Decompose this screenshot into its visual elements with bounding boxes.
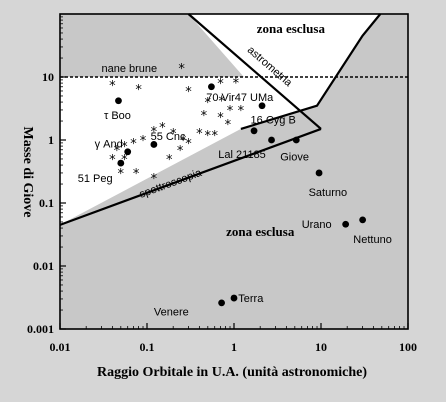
planet-marker-5 xyxy=(117,159,125,167)
planet-label-1: 70 Vir xyxy=(206,92,235,104)
planet-marker-3 xyxy=(150,141,158,148)
y-tick-label-4: 10 xyxy=(42,70,54,84)
planet-marker-2 xyxy=(258,102,266,110)
star-marker-1: * xyxy=(109,79,116,94)
planet-label-2: 47 UMa xyxy=(235,92,274,104)
star-marker-14: * xyxy=(170,127,177,142)
planet-label-3: 55 Cnc xyxy=(151,131,186,143)
star-marker-2: * xyxy=(135,83,142,98)
star-marker-12: * xyxy=(151,125,158,140)
star-marker-30: * xyxy=(225,118,232,133)
star-marker-0: * xyxy=(178,62,185,77)
y-tick-label-1: 0.01 xyxy=(33,259,54,273)
star-marker-10: * xyxy=(217,111,224,126)
star-marker-26: * xyxy=(151,172,158,187)
planet-label-13: Venere xyxy=(154,306,189,318)
planet-label-5: 51 Peg xyxy=(78,173,113,185)
star-marker-23: * xyxy=(121,153,128,168)
star-marker-31: * xyxy=(118,167,125,182)
x-axis-title: Raggio Orbitale in U.A. (unità astronomi… xyxy=(97,365,367,380)
planet-label-6: 16 Cyg B xyxy=(251,115,296,127)
x-tick-label-0: 0.01 xyxy=(50,340,71,354)
star-marker-5: * xyxy=(233,76,240,91)
planet-label-7: Lal 21185 xyxy=(218,149,266,161)
star-markers: ** * ** ** *** * ** * * * * * ******** *** *** xyxy=(109,62,245,187)
planet-markers xyxy=(115,83,367,307)
x-axis: 0.01 0.1 1 10 100 xyxy=(50,323,417,354)
x-tick-label-1: 0.1 xyxy=(140,340,155,354)
boundary-line-2 xyxy=(59,127,322,226)
star-marker-8: * xyxy=(238,104,245,119)
star-marker-25: * xyxy=(133,167,140,182)
y-axis: 0.001 0.01 0.1 1 10 xyxy=(27,16,66,336)
x-tick-label-2: 1 xyxy=(231,340,237,354)
planet-label-8: Giove xyxy=(280,151,309,163)
region-label-0: zona esclusa xyxy=(257,21,326,36)
star-marker-19: * xyxy=(140,134,147,149)
allowed-zone xyxy=(60,14,381,225)
planet-label-10: Urano xyxy=(302,219,332,231)
star-marker-21: * xyxy=(121,140,128,155)
star-marker-9: * xyxy=(201,109,208,124)
star-marker-18: * xyxy=(211,129,218,144)
star-marker-29: * xyxy=(185,137,192,152)
planet-marker-10 xyxy=(342,220,350,228)
star-marker-16: * xyxy=(196,127,203,142)
star-marker-15: * xyxy=(180,134,187,149)
planet-marker-9 xyxy=(315,169,323,177)
y-tick-label-0: 0.001 xyxy=(27,322,54,336)
planet-label-9: Saturno xyxy=(309,187,348,199)
planet-marker-0 xyxy=(115,97,122,105)
planet-marker-6 xyxy=(250,127,258,135)
planet-marker-8 xyxy=(292,136,300,144)
planet-marker-12 xyxy=(230,294,238,302)
boundary-curve xyxy=(240,13,382,130)
star-marker-22: * xyxy=(114,144,121,159)
star-marker-27: * xyxy=(166,153,173,168)
star-marker-28: * xyxy=(177,144,184,159)
boundary-label-0: nane brune xyxy=(102,63,158,75)
star-marker-7: * xyxy=(218,95,225,110)
star-marker-6: * xyxy=(205,96,212,111)
star-marker-20: * xyxy=(130,137,137,152)
star-marker-11: * xyxy=(227,104,234,119)
planet-label-12: Terra xyxy=(238,293,264,305)
planet-marker-7 xyxy=(268,136,275,144)
planet-label-0: τ Boo xyxy=(104,110,131,122)
y-axis-title: Masse di Giove xyxy=(20,127,35,218)
region-label-1: zona esclusa xyxy=(226,224,295,239)
planet-labels: τ Boo 70 Vir 47 UMa 55 Cnc γ And 51 Peg 16 Cyg… xyxy=(78,92,392,318)
star-marker-24: * xyxy=(109,153,116,168)
planet-label-11: Nettuno xyxy=(353,234,392,246)
y-tick-label-3: 1 xyxy=(48,133,54,147)
region-labels: zona esclusa zona esclusa xyxy=(226,21,325,239)
planet-marker-13 xyxy=(218,299,225,307)
star-marker-13: * xyxy=(159,121,166,136)
boundary-line-1 xyxy=(187,13,322,130)
star-marker-3: * xyxy=(185,85,192,100)
planet-marker-4 xyxy=(124,148,132,156)
x-tick-label-3: 10 xyxy=(315,340,327,354)
planet-marker-11 xyxy=(359,216,367,224)
x-tick-label-4: 100 xyxy=(399,340,417,354)
y-tick-label-2: 0.1 xyxy=(39,196,54,210)
star-marker-4: * xyxy=(217,77,224,92)
planet-marker-1 xyxy=(208,83,215,91)
planet-label-4: γ And xyxy=(95,138,123,150)
star-marker-17: * xyxy=(205,129,212,144)
